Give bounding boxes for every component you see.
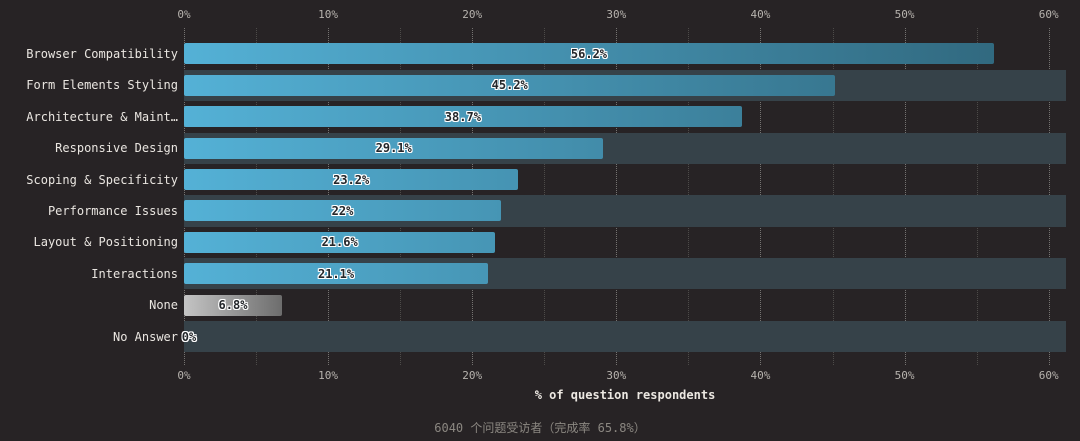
- respondents-note: 6040 个问题受访者（完成率 65.8%）: [434, 421, 646, 435]
- value-label: 23.2%: [333, 172, 370, 187]
- category-label: Responsive Design: [55, 141, 178, 156]
- bar-row: Browser Compatibility 56.2%: [0, 38, 1080, 69]
- category-label: Form Elements Styling: [26, 78, 178, 93]
- value-label: 56.2%: [570, 46, 608, 61]
- value-label: 21.6%: [321, 235, 358, 250]
- x-tick-bottom-40%: 40%: [750, 369, 771, 382]
- bar-row: Architecture & Maint… 38.7%: [0, 101, 1080, 132]
- bar[interactable]: [184, 263, 489, 285]
- x-tick-bottom-20%: 20%: [462, 369, 483, 382]
- category-label: None: [149, 298, 178, 313]
- bar[interactable]: [184, 231, 496, 253]
- bar-row: Interactions 21.1%: [0, 258, 1080, 290]
- bar-row: Layout & Positioning 21.6%: [0, 227, 1080, 258]
- value-label: 22%: [331, 203, 354, 218]
- x-tick-bottom-60%: 60%: [1038, 369, 1059, 382]
- bar-row: Responsive Design 29.1%: [0, 132, 1080, 164]
- x-tick-top-50%: 50%: [894, 8, 915, 21]
- bar[interactable]: [184, 137, 604, 159]
- value-label: 21.1%: [317, 266, 355, 281]
- bar[interactable]: [184, 200, 502, 222]
- bar[interactable]: [184, 169, 519, 191]
- category-label: Architecture & Maint…: [26, 109, 178, 124]
- x-tick-top-20%: 20%: [462, 8, 483, 21]
- category-label: Interactions: [91, 266, 178, 281]
- row-track: [184, 320, 1066, 353]
- value-label: 6.8%: [218, 298, 248, 313]
- x-tick-bottom-50%: 50%: [894, 369, 915, 382]
- x-tick-top-10%: 10%: [318, 8, 339, 21]
- x-axis-title: % of question respondents: [534, 388, 716, 402]
- x-tick-top-40%: 40%: [750, 8, 771, 21]
- category-label: Browser Compatibility: [26, 46, 178, 61]
- bar-row: Performance Issues 22%: [0, 195, 1080, 227]
- x-tick-top-30%: 30%: [606, 8, 627, 21]
- x-tick-top-60%: 60%: [1038, 8, 1059, 21]
- value-label: 38.7%: [444, 109, 481, 124]
- category-label: Layout & Positioning: [33, 235, 179, 250]
- bar[interactable]: [184, 106, 742, 128]
- bar-row: None 6.8%: [0, 290, 1080, 321]
- value-label: 29.1%: [375, 141, 412, 156]
- bar-row: Scoping & Specificity 23.2%: [0, 164, 1080, 195]
- category-label: Scoping & Specificity: [26, 172, 178, 187]
- bar-row: No Answer 0%: [0, 320, 1080, 353]
- category-label: No Answer: [112, 329, 178, 344]
- category-label: Performance Issues: [47, 203, 178, 218]
- x-tick-bottom-10%: 10%: [318, 369, 339, 382]
- bar[interactable]: [184, 43, 994, 65]
- x-tick-top-0%: 0%: [177, 8, 191, 21]
- bar[interactable]: [184, 294, 282, 316]
- bar[interactable]: [184, 74, 836, 96]
- value-label: 0%: [181, 329, 197, 344]
- bar-row: Form Elements Styling 45.2%: [0, 69, 1080, 102]
- value-label: 45.2%: [491, 78, 528, 93]
- x-tick-bottom-0%: 0%: [177, 369, 191, 382]
- x-tick-bottom-30%: 30%: [606, 369, 627, 382]
